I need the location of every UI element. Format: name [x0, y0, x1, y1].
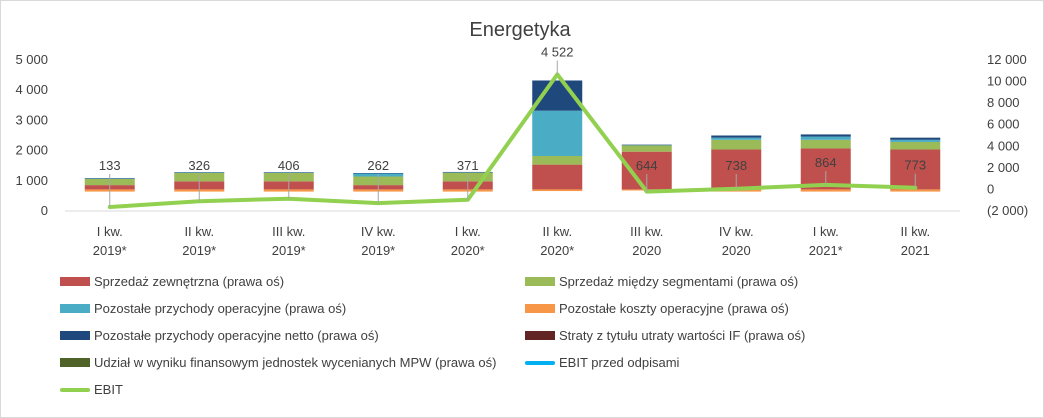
- bar-segment: [532, 155, 583, 165]
- legend-swatch: [525, 277, 555, 286]
- bar-segment: [711, 137, 762, 140]
- category-label: I kw.: [455, 224, 481, 239]
- data-label: 262: [367, 158, 389, 173]
- legend-label: EBIT przed odpisami: [559, 355, 680, 370]
- category-label: 2020: [722, 243, 751, 258]
- right-axis-tick-label: 8 000: [987, 95, 1020, 110]
- bar-segment: [711, 135, 762, 138]
- legend-label: EBIT: [94, 382, 123, 397]
- bar-segment: [800, 139, 851, 149]
- category-label: 2021: [901, 243, 930, 258]
- category-label: IV kw.: [719, 224, 754, 239]
- left-axis-tick-label: 5 000: [15, 52, 48, 67]
- bar-segment: [890, 141, 941, 150]
- bar-segment: [711, 139, 762, 150]
- category-label: 2019*: [272, 243, 306, 258]
- left-axis-tick-label: 0: [41, 203, 48, 218]
- legend-item: EBIT przed odpisami: [525, 355, 679, 370]
- legend-item: Sprzedaż zewnętrzna (prawa oś): [60, 274, 284, 289]
- category-label: II kw.: [900, 224, 930, 239]
- bar-segment: [621, 144, 672, 146]
- bar-segment: [890, 139, 941, 142]
- legend-label: Straty z tytułu utraty wartości IF (praw…: [559, 328, 806, 343]
- legend-item: Udział w wyniku finansowym jednostek wyc…: [60, 355, 496, 370]
- legend-swatch: [60, 331, 90, 340]
- bar-segment: [353, 173, 404, 174]
- legend-label: Sprzedaż między segmentami (prawa oś): [559, 274, 799, 289]
- left-axis-tick-label: 3 000: [15, 112, 48, 127]
- bar-segment: [442, 171, 493, 173]
- data-label: 4 522: [541, 44, 574, 59]
- data-label: 371: [457, 158, 479, 173]
- legend-item: Pozostałe przychody operacyjne (prawa oś…: [60, 301, 346, 316]
- legend-item: Pozostałe koszty operacyjne (prawa oś): [525, 301, 789, 316]
- data-label: 773: [904, 158, 926, 173]
- bar-segment: [621, 145, 672, 152]
- data-label: 864: [815, 155, 837, 170]
- legend-item: Straty z tytułu utraty wartości IF (praw…: [525, 328, 805, 343]
- data-label: 406: [278, 158, 300, 173]
- category-label: 2020*: [451, 243, 485, 258]
- legend-item: Sprzedaż między segmentami (prawa oś): [525, 274, 798, 289]
- legend-label: Pozostałe koszty operacyjne (prawa oś): [559, 301, 789, 316]
- series-line: [107, 72, 918, 209]
- legend-item: EBIT: [60, 382, 123, 397]
- legend-swatch: [525, 360, 555, 365]
- left-axis-tick-label: 4 000: [15, 82, 48, 97]
- legend-swatch: [60, 358, 90, 367]
- bar-segment: [174, 172, 225, 173]
- category-label: 2019*: [361, 243, 395, 258]
- category-label: III kw.: [272, 224, 305, 239]
- category-label: II kw.: [542, 224, 572, 239]
- category-label: I kw.: [813, 224, 839, 239]
- category-label: III kw.: [630, 224, 663, 239]
- data-label: 644: [636, 158, 658, 173]
- category-label: 2019*: [93, 243, 127, 258]
- bar-segment: [532, 189, 583, 192]
- category-label: II kw.: [184, 224, 214, 239]
- legend-label: Pozostałe przychody operacyjne netto (pr…: [94, 328, 379, 343]
- left-axis-tick-label: 1 000: [15, 173, 48, 188]
- right-axis-tick-label: 0: [987, 181, 994, 196]
- data-label: 738: [725, 158, 747, 173]
- bar-segment: [532, 164, 583, 190]
- right-axis-tick-label: 4 000: [987, 138, 1020, 153]
- category-label: I kw.: [97, 224, 123, 239]
- category-label: IV kw.: [361, 224, 396, 239]
- category-label: 2020*: [540, 243, 574, 258]
- legend-swatch: [60, 304, 90, 313]
- legend-label: Sprzedaż zewnętrzna (prawa oś): [94, 274, 285, 289]
- left-axis-tick-label: 2 000: [15, 143, 48, 158]
- legend-label: Pozostałe przychody operacyjne (prawa oś…: [94, 301, 347, 316]
- category-label: 2020: [632, 243, 661, 258]
- data-label: 133: [99, 158, 121, 173]
- right-axis-tick-label: 2 000: [987, 160, 1020, 175]
- legend-label: Udział w wyniku finansowym jednostek wyc…: [94, 355, 497, 370]
- right-axis-tick-label: 10 000: [987, 74, 1027, 89]
- right-axis-tick-label: (2 000): [987, 203, 1028, 218]
- right-axis-tick-label: 12 000: [987, 52, 1027, 67]
- bar-segment: [532, 110, 583, 156]
- legend-swatch: [60, 387, 90, 392]
- legend-item: Pozostałe przychody operacyjne netto (pr…: [60, 328, 379, 343]
- category-label: 2019*: [182, 243, 216, 258]
- bar-segment: [890, 137, 941, 140]
- bar-segment: [800, 189, 851, 192]
- legend-swatch: [525, 304, 555, 313]
- bar-segment: [890, 189, 941, 192]
- chart-title: Energetyka: [469, 19, 571, 41]
- category-label: 2021*: [809, 243, 843, 258]
- right-axis-tick-label: 6 000: [987, 117, 1020, 132]
- data-label: 326: [188, 158, 210, 173]
- bar-segment: [800, 136, 851, 140]
- bar-segment: [800, 134, 851, 137]
- bar-segment: [263, 172, 314, 173]
- legend-swatch: [525, 331, 555, 340]
- legend-swatch: [60, 277, 90, 286]
